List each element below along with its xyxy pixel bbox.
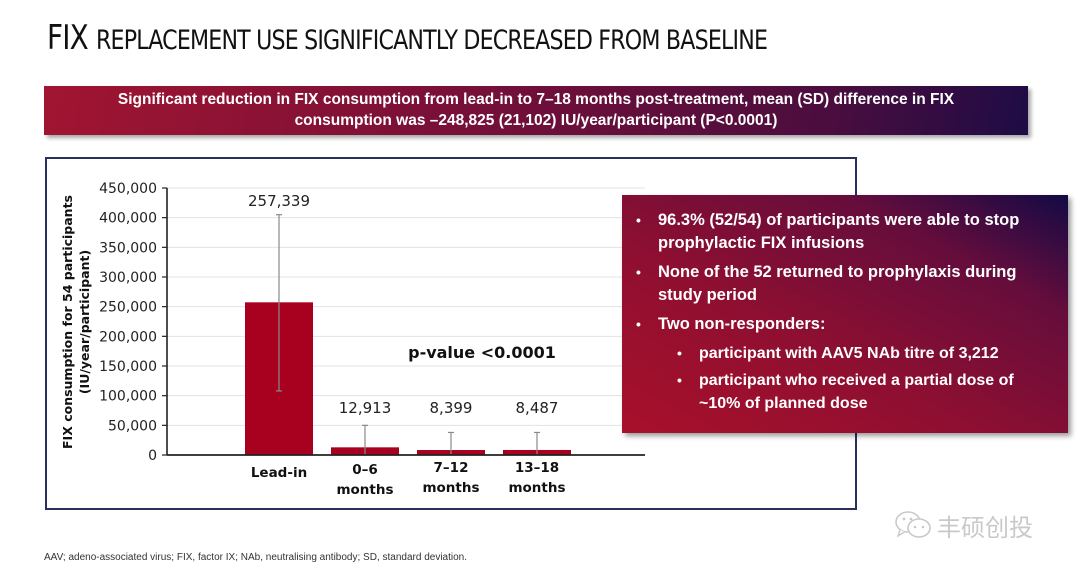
- data-label: 8,399: [430, 399, 473, 417]
- slide-title: FIX REPLACEMENT USE SIGNIFICANTLY DECREA…: [47, 18, 768, 58]
- sub-finding-item: • participant who received a partial dose…: [636, 369, 1052, 415]
- x-tick-label-line2: months: [508, 480, 565, 496]
- y-tick-label: 100,000: [99, 389, 157, 405]
- error-bars: [276, 214, 540, 455]
- title-lead: FIX: [47, 18, 89, 58]
- y-tick-label: 50,000: [108, 418, 157, 434]
- y-tick-label: 200,000: [99, 329, 157, 345]
- x-tick-labels: Lead-in 0–6 months 7–12 months 13–18 months: [251, 460, 566, 498]
- data-labels: 257,339 12,913 8,399 8,487: [248, 192, 558, 417]
- watermark: 丰硕创投: [893, 508, 1033, 542]
- data-label: 8,487: [516, 399, 559, 417]
- y-tick-label: 150,000: [99, 359, 157, 375]
- finding-text: 96.3% (52/54) of participants were able …: [658, 211, 1020, 252]
- bullet-icon: •: [677, 372, 682, 388]
- y-axis-label-line2: (IU/year/participant): [77, 250, 92, 394]
- finding-text: None of the 52 returned to prophylaxis d…: [658, 263, 1017, 304]
- x-tick-label: Lead-in: [251, 465, 307, 481]
- gridlines: [167, 187, 645, 426]
- key-findings-box: • 96.3% (52/54) of participants were able…: [622, 195, 1068, 433]
- y-tick-label: 0: [148, 448, 157, 464]
- bullet-icon: •: [677, 345, 682, 361]
- y-tick-label: 300,000: [99, 270, 157, 286]
- y-tick-label: 250,000: [99, 300, 157, 316]
- x-tick-label: 7–12: [434, 460, 469, 476]
- wechat-icon: [895, 511, 931, 538]
- finding-text: participant who received a partial dose …: [699, 372, 1014, 412]
- watermark-text: 丰硕创投: [937, 513, 1033, 542]
- footnote: AAV; adeno-associated virus; FIX, factor…: [44, 552, 467, 563]
- axes: [162, 187, 645, 456]
- x-tick-label-line2: months: [422, 480, 479, 496]
- y-tick-label: 350,000: [99, 240, 157, 256]
- sub-finding-item: • participant with AAV5 NAb titre of 3,21…: [636, 342, 1052, 365]
- finding-text: Two non-responders:: [658, 315, 826, 333]
- bullet-icon: •: [636, 316, 641, 332]
- data-label: 257,339: [248, 192, 310, 210]
- title-rest: REPLACEMENT USE SIGNIFICANTLY DECREASED …: [95, 25, 768, 56]
- findings-list: • 96.3% (52/54) of participants were able…: [636, 209, 1052, 415]
- y-tick-labels: 0 50,000 100,000 150,000 200,000 250,000 300,0…: [99, 181, 157, 464]
- p-value-annotation: p-value <0.0001: [408, 343, 556, 362]
- summary-banner: Significant reduction in FIX consumption…: [44, 86, 1028, 135]
- x-tick-label: 13–18: [515, 460, 559, 476]
- data-label: 12,913: [339, 399, 392, 417]
- x-tick-label-line2: months: [336, 482, 393, 498]
- finding-text: participant with AAV5 NAb titre of 3,212: [699, 345, 999, 362]
- finding-item: • 96.3% (52/54) of participants were able…: [636, 209, 1052, 255]
- bullet-icon: •: [636, 212, 641, 228]
- y-tick-label: 400,000: [99, 211, 157, 227]
- y-tick-label: 450,000: [99, 181, 157, 197]
- y-axis-label-line1: FIX consumption for 54 participants: [60, 195, 75, 449]
- bars: [245, 302, 571, 455]
- finding-item: • None of the 52 returned to prophylaxis …: [636, 261, 1052, 307]
- banner-line-2: consumption was –248,825 (21,102) IU/yea…: [294, 112, 778, 129]
- x-tick-label: 0–6: [352, 462, 378, 478]
- bullet-icon: •: [636, 264, 641, 280]
- finding-item: • Two non-responders:: [636, 313, 1052, 336]
- banner-line-1: Significant reduction in FIX consumption…: [117, 91, 955, 108]
